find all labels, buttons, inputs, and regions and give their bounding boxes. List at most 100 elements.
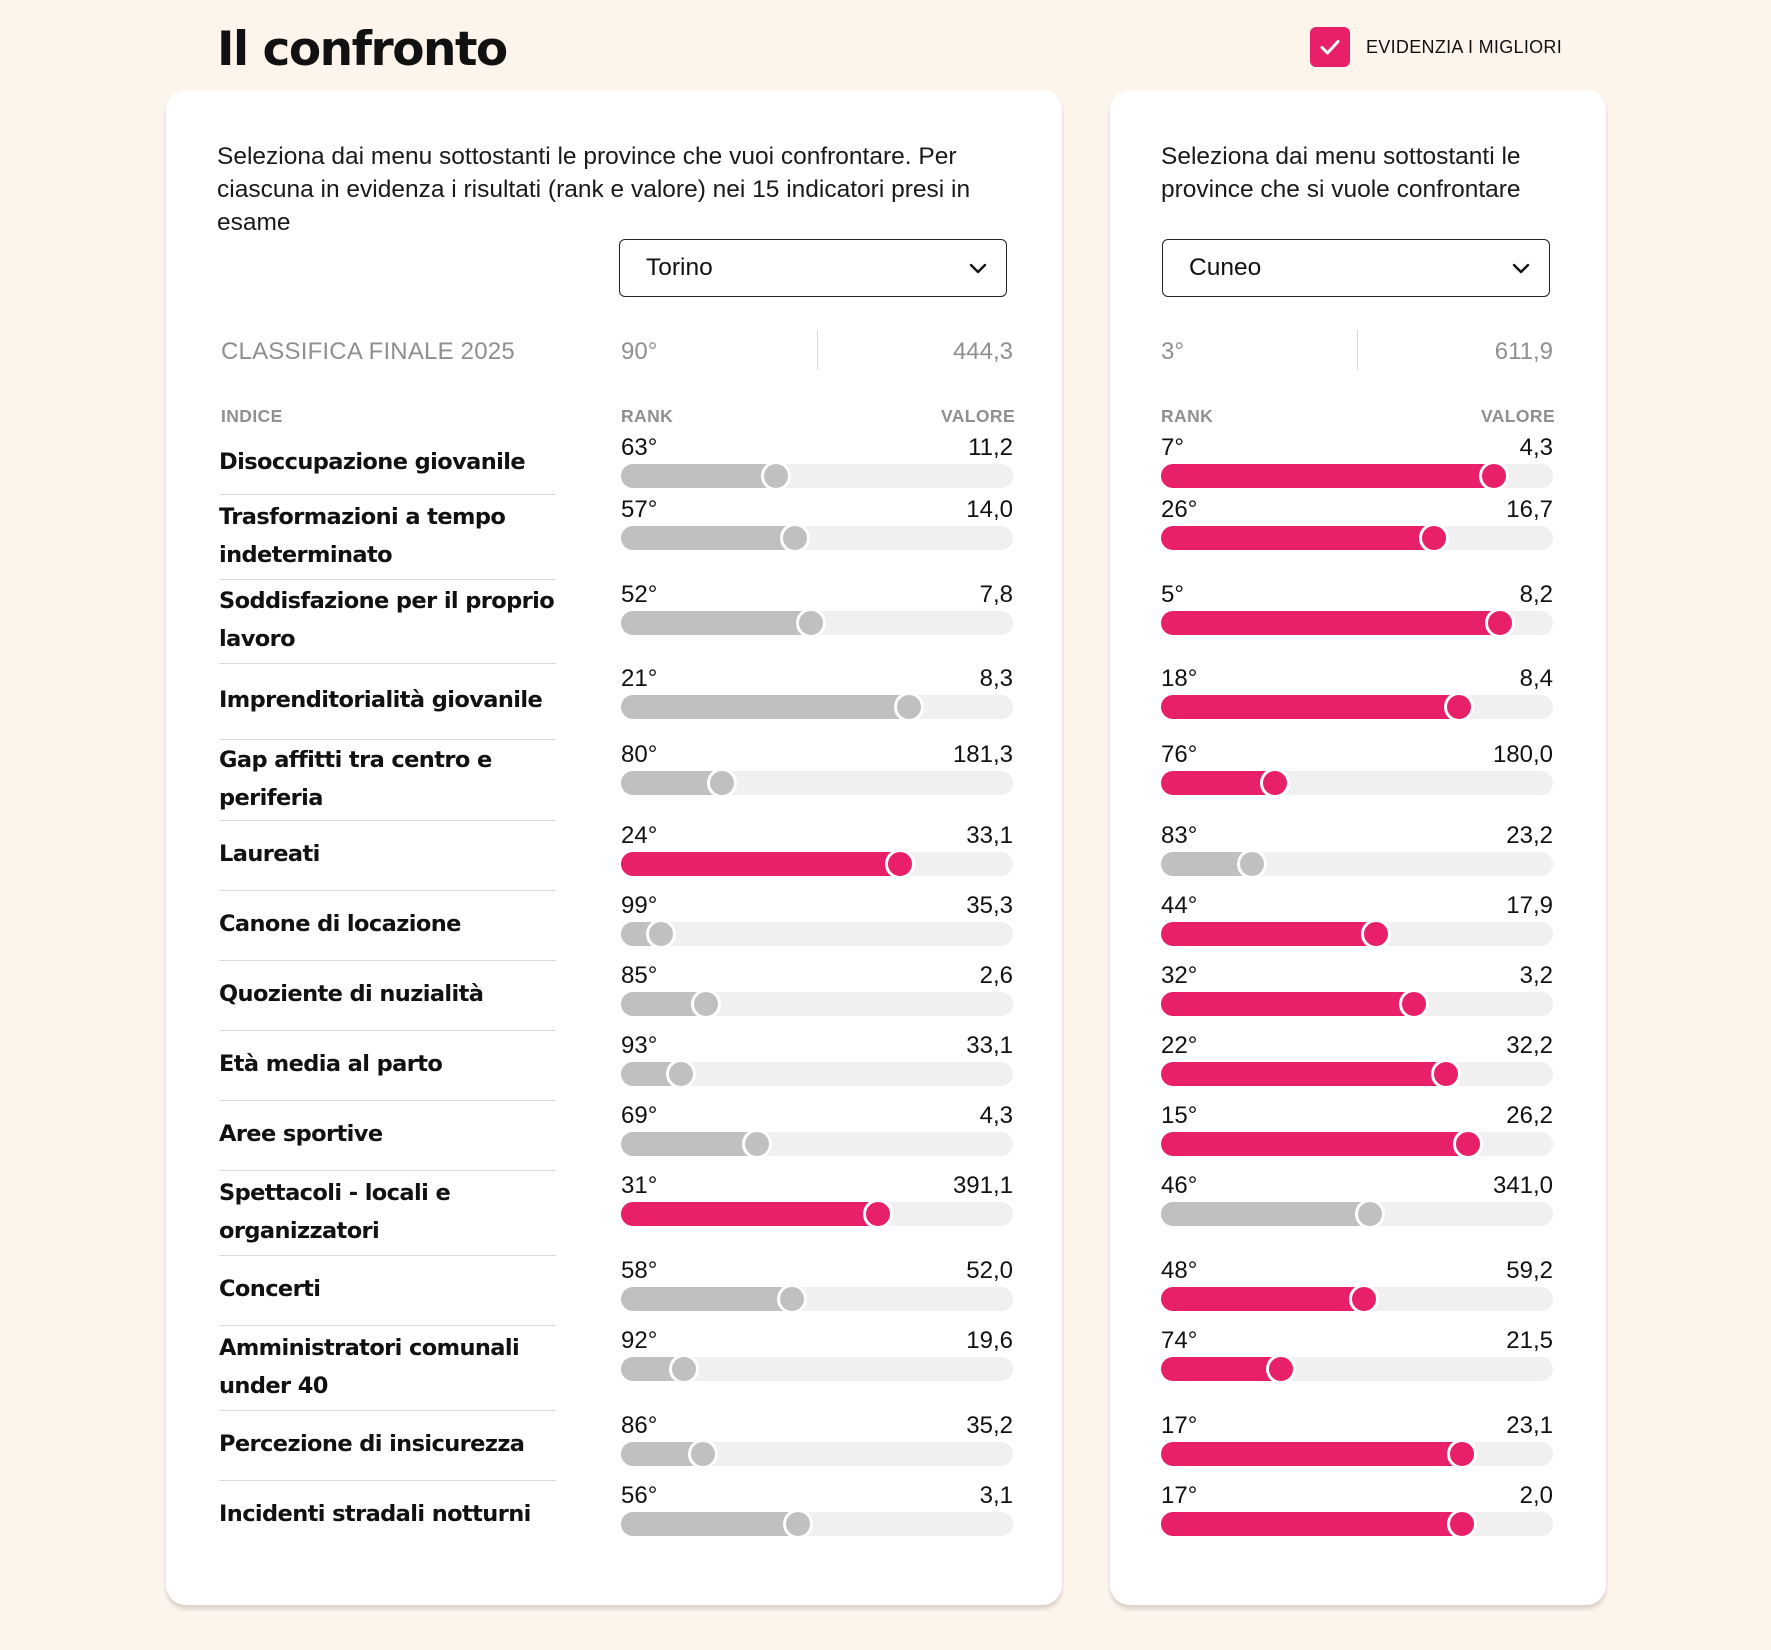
rank-bar-fill xyxy=(621,526,807,550)
row-divider xyxy=(219,1325,556,1326)
rank-value: 31° xyxy=(621,1172,658,1199)
rank-value: 85° xyxy=(621,962,658,989)
checkmark-icon xyxy=(1320,40,1340,55)
indicator-metric: 17° 23,1 xyxy=(1161,1412,1553,1474)
value-header: VALORE xyxy=(941,406,1016,426)
comparison-card-right: Seleziona dai menu sottostanti le provin… xyxy=(1110,90,1606,1605)
rank-value: 32° xyxy=(1161,962,1198,989)
rank-value: 56° xyxy=(621,1482,658,1509)
indicator-metric: 5° 8,2 xyxy=(1161,581,1553,643)
row-divider xyxy=(219,820,556,821)
rank-bar-fill xyxy=(1161,1132,1481,1156)
final-rank: 90° xyxy=(621,338,658,365)
indicator-value: 3,2 xyxy=(1519,962,1553,989)
indicator-name: Aree sportive xyxy=(219,1121,383,1147)
indicator-value: 16,7 xyxy=(1506,496,1553,523)
row-divider xyxy=(219,579,556,580)
province-select-right[interactable]: Cuneo xyxy=(1162,239,1550,297)
rank-bar-fill xyxy=(1161,1202,1382,1226)
divider xyxy=(817,330,818,370)
indicator-name: Età media al parto xyxy=(219,1051,443,1077)
rank-bar-knob xyxy=(1431,1059,1462,1089)
indicator-name: Concerti xyxy=(219,1276,321,1302)
rank-bar-track xyxy=(621,768,1013,798)
highlight-best-toggle[interactable]: EVIDENZIA I MIGLIORI xyxy=(1310,27,1562,67)
rank-bar-knob xyxy=(1361,919,1392,949)
indicator-metric: 56° 3,1 xyxy=(621,1482,1013,1544)
rank-bar-knob xyxy=(1265,1354,1296,1384)
rank-bar-track xyxy=(1161,461,1553,491)
indicator-name: Trasformazioni a tempo indeterminato xyxy=(219,503,506,568)
rank-bar-fill xyxy=(1161,922,1389,946)
intro-text: Seleziona dai menu sottostanti le provin… xyxy=(217,143,971,236)
rank-value: 83° xyxy=(1161,822,1198,849)
indicator-metric: 92° 19,6 xyxy=(621,1327,1013,1389)
rank-value: 74° xyxy=(1161,1327,1198,1354)
rank-bar-track xyxy=(1161,692,1553,722)
indicator-metric: 44° 17,9 xyxy=(1161,892,1553,954)
indicator-metric: 86° 35,2 xyxy=(621,1412,1013,1474)
indicator-value: 8,4 xyxy=(1519,665,1553,692)
indicator-value: 32,2 xyxy=(1506,1032,1553,1059)
rank-value: 92° xyxy=(621,1327,658,1354)
indicator-value: 19,6 xyxy=(966,1327,1013,1354)
indicator-name: Canone di locazione xyxy=(219,911,461,937)
indicator-value: 23,1 xyxy=(1506,1412,1553,1439)
rank-header: RANK xyxy=(621,406,674,426)
rank-value: 46° xyxy=(1161,1172,1198,1199)
indicator-name: Imprenditorialità giovanile xyxy=(219,687,543,713)
rank-bar-track xyxy=(621,919,1013,949)
rank-value: 5° xyxy=(1161,581,1184,608)
divider xyxy=(1357,330,1358,370)
indicator-metric: 80° 181,3 xyxy=(621,741,1013,803)
rank-bar-knob xyxy=(665,1059,696,1089)
row-divider xyxy=(219,1410,556,1411)
rank-bar-fill xyxy=(1161,992,1427,1016)
rank-bar-knob xyxy=(1348,1284,1379,1314)
indicator-value: 180,0 xyxy=(1492,741,1553,768)
rank-value: 7° xyxy=(1161,434,1184,461)
rank-value: 80° xyxy=(621,741,658,768)
indicator-metric: 31° 391,1 xyxy=(621,1172,1013,1234)
indicator-value: 181,3 xyxy=(952,741,1013,768)
selected-province: Torino xyxy=(646,254,713,281)
rank-bar-track xyxy=(1161,849,1553,879)
indicator-name: Incidenti stradali notturni xyxy=(219,1501,531,1527)
final-ranking-label: CLASSIFICA FINALE 2025 xyxy=(221,338,515,365)
indicator-metric: 32° 3,2 xyxy=(1161,962,1553,1024)
comparison-card-left: Seleziona dai menu sottostanti le provin… xyxy=(166,90,1062,1605)
index-header: INDICE xyxy=(221,406,283,426)
rank-bar-knob xyxy=(668,1354,699,1384)
indicator-metric: 21° 8,3 xyxy=(621,665,1013,727)
rank-value: 26° xyxy=(1161,496,1198,523)
rank-bar-knob xyxy=(783,1509,814,1539)
indicator-name: Amministratori comunali under 40 xyxy=(219,1334,520,1399)
indicator-value: 35,2 xyxy=(966,1412,1013,1439)
indicator-value: 2,6 xyxy=(979,962,1013,989)
rank-bar-track xyxy=(621,989,1013,1019)
row-divider xyxy=(219,1480,556,1481)
indicator-value: 17,9 xyxy=(1506,892,1553,919)
rank-bar-track xyxy=(1161,1199,1553,1229)
indicator-name: Laureati xyxy=(219,841,320,867)
province-select-left[interactable]: Torino xyxy=(619,239,1007,297)
final-ranking-right: 3° 611,9 xyxy=(1161,330,1553,372)
rank-value: 21° xyxy=(621,665,658,692)
rank-bar-fill xyxy=(621,611,823,635)
indicator-value: 11,2 xyxy=(968,434,1013,461)
indicator-name: Gap affitti tra centro e periferia xyxy=(219,746,492,811)
rank-value: 22° xyxy=(1161,1032,1198,1059)
indicator-value: 3,1 xyxy=(979,1482,1013,1509)
rank-bar-knob xyxy=(884,849,915,879)
highlight-checkbox[interactable] xyxy=(1310,27,1350,67)
row-divider xyxy=(219,1100,556,1101)
rank-bar-track xyxy=(621,1129,1013,1159)
indicator-value: 52,0 xyxy=(966,1257,1013,1284)
rank-value: 15° xyxy=(1161,1102,1198,1129)
indicator-value: 8,2 xyxy=(1519,581,1553,608)
rank-bar-track xyxy=(621,523,1013,553)
rank-bar-track xyxy=(1161,1129,1553,1159)
row-divider xyxy=(219,663,556,664)
rank-bar-knob xyxy=(1443,692,1474,722)
rank-bar-track xyxy=(621,849,1013,879)
